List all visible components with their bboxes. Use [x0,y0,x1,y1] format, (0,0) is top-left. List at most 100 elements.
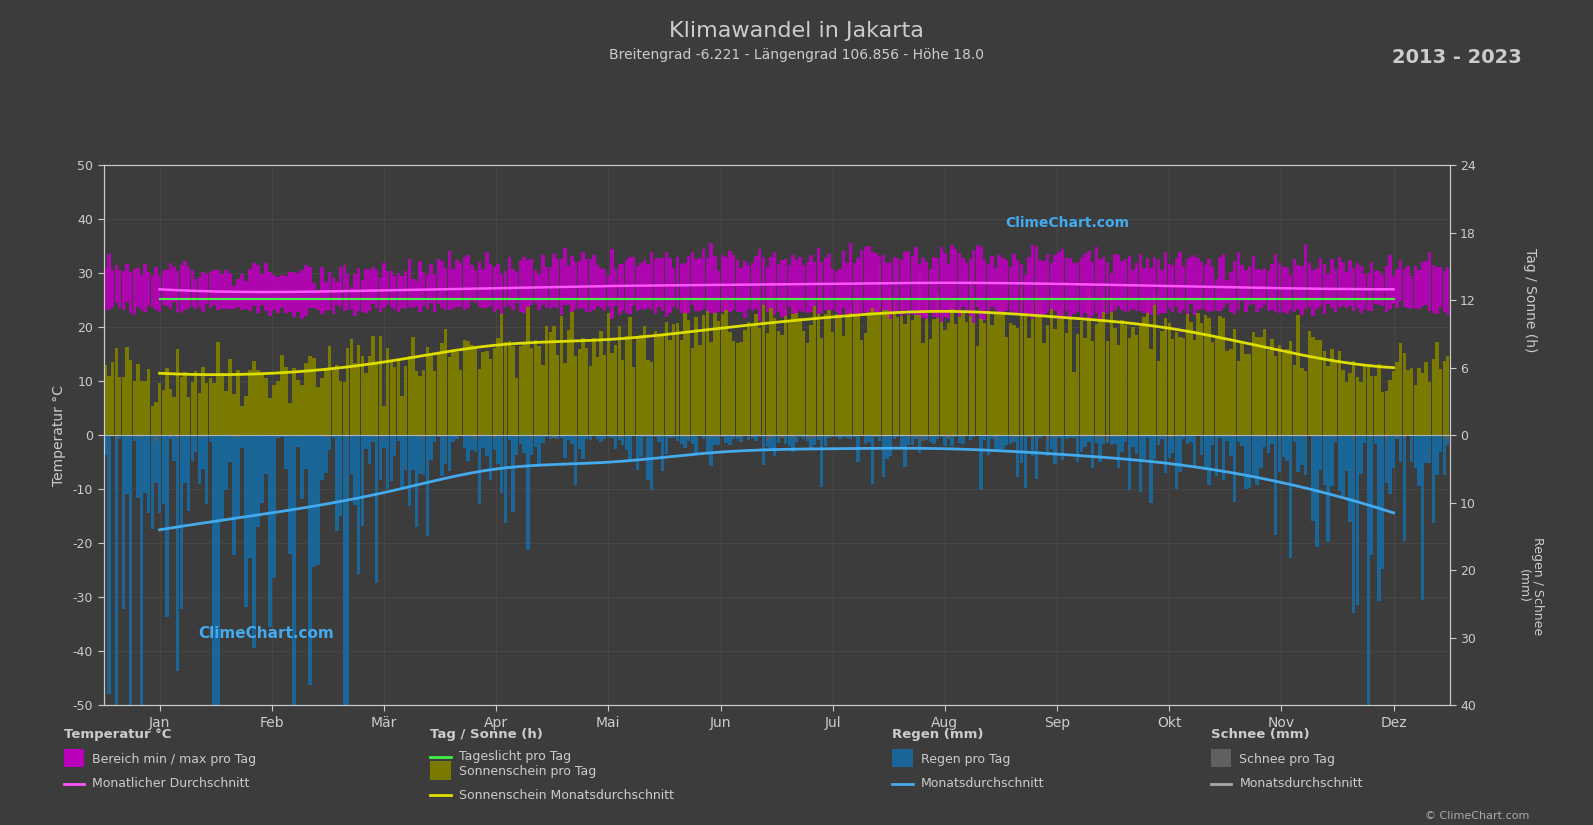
Bar [1330,350,1333,436]
Bar [186,436,190,512]
Bar [556,259,559,308]
Bar [857,299,860,436]
Bar [636,436,639,470]
Bar [1352,436,1356,613]
Bar [1286,266,1289,314]
Bar [191,271,194,308]
Bar [798,318,801,436]
Bar [486,351,489,436]
Bar [604,269,607,311]
Bar [1364,436,1367,443]
Bar [1373,375,1376,436]
Bar [570,436,573,445]
Bar [969,259,972,316]
Bar [610,353,613,436]
Bar [478,436,481,504]
Bar [683,297,687,436]
Bar [553,436,556,438]
Bar [994,314,997,436]
Bar [650,436,653,490]
Bar [1157,436,1160,445]
Bar [1145,436,1149,438]
Bar [315,388,320,436]
Bar [695,259,698,311]
Bar [639,335,642,436]
Bar [801,266,806,312]
Bar [252,263,255,306]
Bar [1410,276,1413,309]
Bar [411,337,414,436]
Bar [440,343,444,436]
Bar [1247,266,1252,304]
Bar [1333,362,1337,436]
Bar [596,436,599,439]
Bar [867,309,870,436]
Bar [425,346,429,436]
Bar [143,264,147,312]
Bar [578,261,581,309]
Bar [983,436,986,440]
Bar [244,396,247,436]
Bar [419,436,422,438]
Bar [994,436,997,449]
Bar [1384,266,1388,312]
Bar [280,356,284,436]
Bar [467,255,470,309]
Bar [503,342,507,436]
Bar [903,436,906,467]
Bar [867,246,870,312]
Bar [957,253,961,317]
Bar [621,361,624,436]
Bar [225,436,228,490]
Bar [809,436,812,439]
Bar [408,356,411,436]
Bar [1128,257,1131,310]
Bar [304,436,307,469]
Bar [104,268,107,309]
Bar [511,436,515,512]
Bar [914,310,918,436]
Bar [1222,318,1225,436]
Bar [717,321,720,436]
Bar [511,346,515,436]
Bar [983,323,986,436]
Bar [1395,436,1399,439]
Bar [1031,245,1034,319]
Bar [140,381,143,436]
Bar [1053,329,1056,436]
Bar [1219,316,1222,436]
Bar [1274,436,1278,535]
Bar [1053,436,1056,464]
Bar [784,436,787,445]
Bar [926,299,929,436]
Bar [320,379,323,436]
Bar [1102,436,1106,438]
Bar [335,282,339,305]
Text: Breitengrad -6.221 - Längengrad 106.856 - Höhe 18.0: Breitengrad -6.221 - Längengrad 106.856 … [609,48,984,62]
Bar [664,252,667,317]
Bar [599,332,602,436]
Bar [1114,254,1117,310]
Bar [698,257,701,310]
Bar [835,271,838,312]
Bar [331,370,335,436]
Bar [1289,341,1292,436]
Bar [889,295,892,436]
Bar [581,252,585,309]
Bar [393,276,397,309]
Bar [1244,270,1247,313]
Bar [155,267,158,310]
Bar [906,251,910,315]
Bar [1016,261,1020,314]
Bar [1413,266,1416,308]
Bar [900,436,903,437]
Bar [1091,262,1094,315]
Bar [607,314,610,436]
Bar [1139,436,1142,492]
Bar [1134,335,1139,436]
Bar [972,436,975,437]
Bar [951,436,954,446]
Bar [1094,436,1098,439]
Bar [1106,262,1109,314]
Bar [220,274,223,309]
